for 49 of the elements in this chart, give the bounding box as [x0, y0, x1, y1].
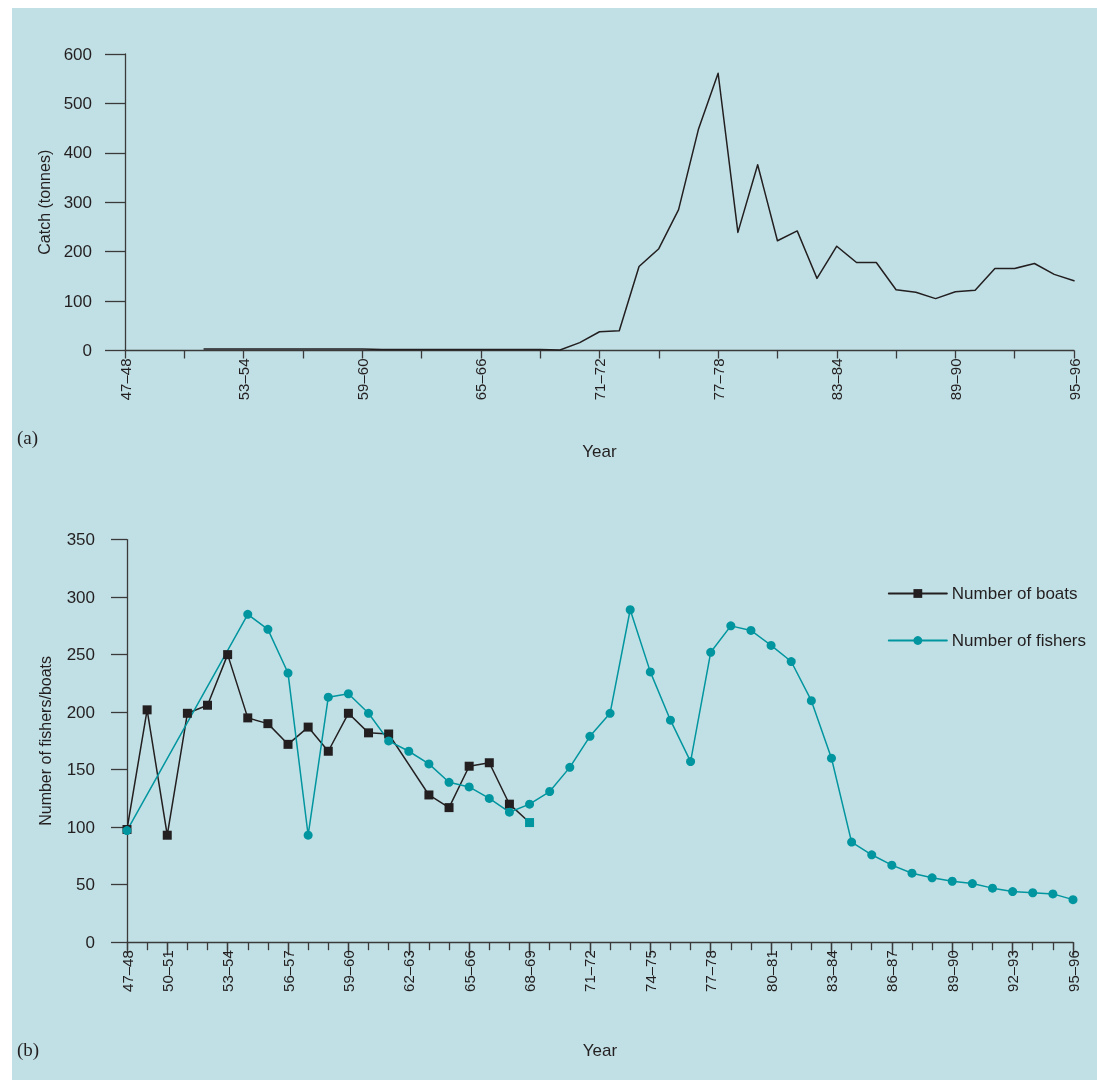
- y-tick-label: 600: [63, 44, 92, 64]
- x-tick-label: 89–90: [943, 950, 961, 992]
- x-tick-label: 62–63: [400, 950, 418, 992]
- y-tick-label: 100: [63, 291, 92, 311]
- x-axis-title: Year: [582, 1041, 618, 1061]
- x-tick-label: 83–84: [828, 358, 846, 401]
- y-tick-label: 150: [66, 760, 95, 780]
- x-tick-label: 71–72: [591, 358, 608, 401]
- x-tick-label: 50–51: [158, 950, 176, 992]
- y-tick-label: 250: [66, 645, 95, 665]
- y-tick-label: 50: [76, 875, 95, 895]
- y-tick-label: 300: [63, 192, 92, 212]
- x-tick-label: 77–78: [702, 950, 720, 992]
- x-tick-label: 47–48: [116, 358, 134, 401]
- text: (b): [17, 1039, 40, 1061]
- y-tick-label: 400: [63, 143, 92, 163]
- x-tick-label: 80–81: [762, 950, 780, 992]
- y-tick-label: 300: [66, 587, 95, 607]
- y-tick-label: 0: [85, 932, 95, 952]
- y-tick-label: 500: [63, 93, 92, 113]
- legend-label: Number of boats: [951, 584, 1078, 603]
- x-tick-label: 65–66: [460, 950, 478, 992]
- x-tick-label: 56–57: [279, 950, 297, 992]
- y-axis-title: Number of fishers/boats: [36, 655, 54, 826]
- x-tick-label: 92–93: [1004, 950, 1022, 992]
- x-tick-label: 95–96: [1064, 950, 1082, 992]
- x-tick-label: 59–60: [339, 950, 357, 992]
- y-tick-label: 100: [66, 817, 95, 837]
- x-tick-label: 95–96: [1065, 358, 1083, 401]
- x-tick-label: 89–90: [946, 358, 964, 401]
- x-tick-label: 65–66: [472, 358, 490, 401]
- y-tick-label: 200: [63, 242, 92, 262]
- x-tick-label: 83–84: [822, 950, 840, 992]
- x-tick-label: 77–78: [709, 358, 727, 401]
- y-tick-label: 0: [82, 341, 92, 360]
- y-axis-title: Catch (tonnes): [36, 149, 54, 255]
- x-tick-label: 53–54: [235, 358, 253, 401]
- x-tick-label: 47–48: [118, 950, 136, 992]
- x-tick-label: 71–72: [581, 950, 599, 992]
- x-axis-title: Year: [582, 441, 618, 461]
- y-tick-label: 200: [66, 702, 95, 722]
- x-tick-label: 68–69: [521, 950, 539, 992]
- y-tick-label: 350: [66, 530, 95, 550]
- x-tick-label: 53–54: [219, 950, 237, 992]
- x-tick-label: 59–60: [353, 358, 371, 401]
- x-tick-label: 86–87: [883, 950, 901, 992]
- x-tick-label: 74–75: [641, 950, 659, 992]
- text: (a): [17, 427, 39, 449]
- legend-label: Number of fishers: [951, 631, 1087, 650]
